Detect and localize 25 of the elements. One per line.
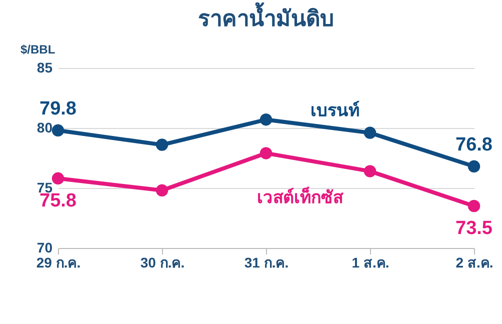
point xyxy=(156,184,168,197)
chart-title: ราคาน้ำมันดิบ xyxy=(198,2,334,31)
data-label: 76.8 xyxy=(456,134,492,156)
point xyxy=(468,200,480,212)
y-tick-label: 80 xyxy=(36,120,53,136)
point xyxy=(468,160,480,173)
series-label: เบรนท์ xyxy=(310,100,360,120)
x-tick-label: 31 ก.ค. xyxy=(244,254,289,270)
point xyxy=(364,126,376,139)
point xyxy=(52,172,64,185)
y-axis-title: $/BBL xyxy=(20,42,56,56)
data-label: 73.5 xyxy=(456,218,493,239)
x-tick-label: 2 ส.ค. xyxy=(456,254,494,270)
point xyxy=(156,138,168,151)
x-tick-label: 29 ก.ค. xyxy=(36,254,81,270)
point xyxy=(260,113,272,126)
data-label: 79.8 xyxy=(40,98,76,120)
y-tick-label: 70 xyxy=(36,240,53,256)
point xyxy=(52,124,64,137)
x-tick-label: 30 ก.ค. xyxy=(140,254,185,270)
point xyxy=(364,165,376,178)
series-label: เวสต์เท็กซัส xyxy=(257,185,344,208)
point xyxy=(260,147,272,160)
x-tick-label: 1 ส.ค. xyxy=(352,254,390,270)
y-tick-label: 85 xyxy=(36,60,53,76)
